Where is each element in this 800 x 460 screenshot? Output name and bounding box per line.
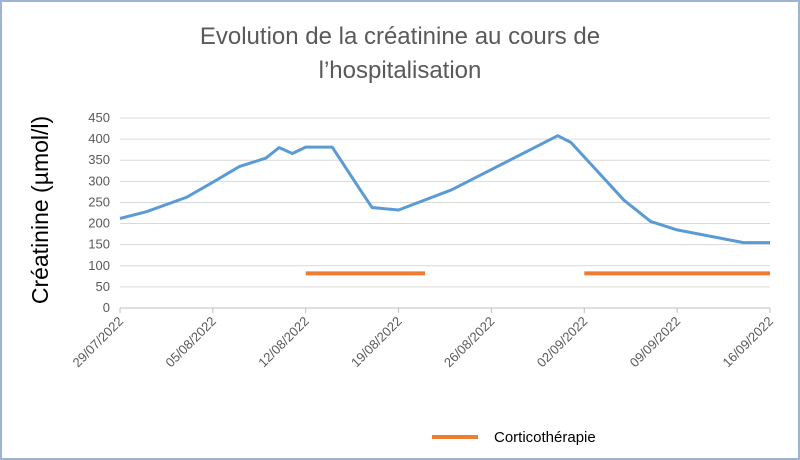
chart-title-line-2: l’hospitalisation xyxy=(318,57,482,84)
gridlines xyxy=(120,117,770,309)
chart-title: Evolution de la créatinine au cours de l… xyxy=(0,20,800,88)
y-tick-label: 150 xyxy=(88,237,110,252)
y-tick-label: 400 xyxy=(88,131,110,146)
y-tick-label: 300 xyxy=(88,173,110,188)
chart-title-line-1: Evolution de la créatinine au cours de xyxy=(199,23,601,50)
x-tick-label: 12/08/2022 xyxy=(255,314,312,371)
y-axis-ticks: 0 50 100 150 200 250 300 350 400 450 xyxy=(88,110,110,315)
x-tick-label: 09/09/2022 xyxy=(627,314,684,371)
x-tick-label: 05/08/2022 xyxy=(162,314,219,371)
y-tick-label: 100 xyxy=(88,258,110,273)
legend: Corticothérapie xyxy=(432,429,596,446)
y-axis-label: Créatinine (µmol/l) xyxy=(27,116,53,304)
series-line-creatinine xyxy=(119,134,770,245)
y-tick-label: 200 xyxy=(88,216,110,231)
legend-label-corticotherapie: Corticothérapie xyxy=(494,429,596,446)
x-tick-label: 16/09/2022 xyxy=(719,314,776,371)
x-axis-ticks: 29/07/2022 05/08/2022 12/08/2022 19/08/2022… xyxy=(69,308,776,370)
x-tick-label: 29/07/2022 xyxy=(69,314,126,371)
x-tick-label: 02/09/2022 xyxy=(534,314,591,371)
series-group xyxy=(119,134,770,276)
x-tick-label: 19/08/2022 xyxy=(348,314,405,371)
y-tick-label: 250 xyxy=(88,194,110,209)
y-tick-label: 350 xyxy=(88,152,110,167)
x-tick-label: 26/08/2022 xyxy=(441,314,498,371)
y-tick-label: 450 xyxy=(88,110,110,125)
y-tick-label: 0 xyxy=(103,300,110,315)
y-tick-label: 50 xyxy=(96,279,110,294)
